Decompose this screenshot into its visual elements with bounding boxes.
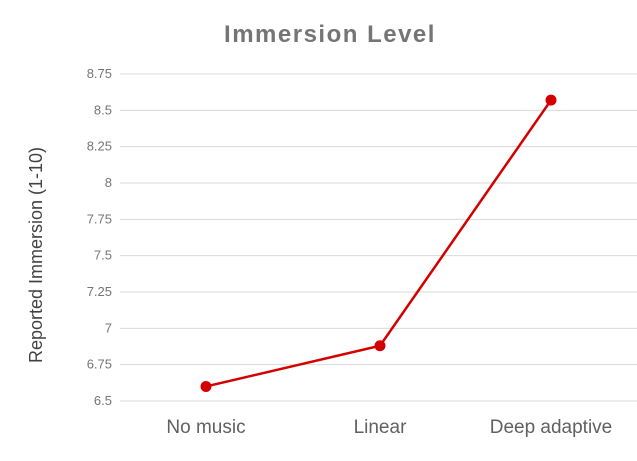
gridlines [120, 73, 637, 402]
x-axis-ticks: No music Linear Deep adaptive [166, 417, 612, 438]
y-tick-label: 8.5 [94, 102, 112, 117]
y-tick-label: 6.75 [87, 357, 112, 372]
y-tick-label: 7.75 [87, 211, 112, 226]
x-tick-label: Linear [354, 417, 407, 438]
y-tick-label: 7 [105, 320, 112, 335]
y-tick-label: 8 [105, 175, 112, 190]
data-point [374, 340, 386, 352]
x-tick-label: No music [166, 417, 245, 438]
data-point [200, 380, 212, 392]
y-axis-label: Reported Immersion (1-10) [26, 147, 46, 363]
y-tick-label: 7.25 [87, 284, 112, 299]
y-tick-label: 7.5 [94, 248, 112, 263]
data-point [545, 94, 557, 106]
y-tick-label: 6.5 [94, 393, 112, 408]
chart-title: Immersion Level [224, 21, 436, 48]
y-tick-label: 8.75 [87, 66, 112, 81]
y-axis-ticks: 6.5 6.75 7 7.25 7.5 7.75 8 8.25 8.5 8.75 [87, 66, 112, 408]
series-layer [200, 94, 557, 392]
y-tick-label: 8.25 [87, 139, 112, 154]
x-tick-label: Deep adaptive [490, 417, 613, 438]
